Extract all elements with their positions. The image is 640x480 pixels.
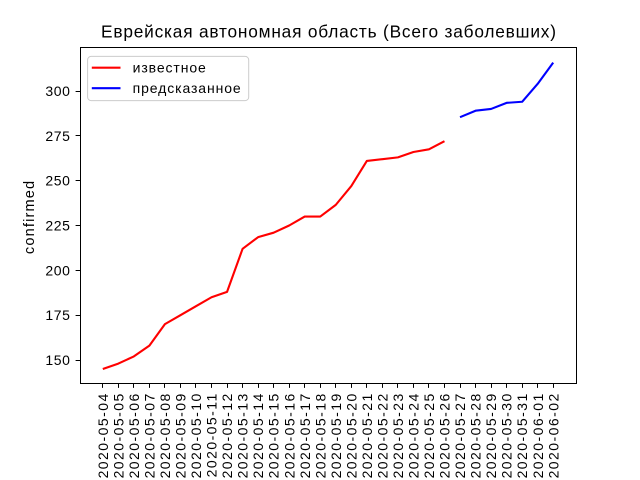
svg-text:2020-05-21: 2020-05-21 [359, 392, 375, 478]
svg-text:250: 250 [45, 173, 70, 189]
svg-text:2020-05-04: 2020-05-04 [95, 392, 111, 478]
svg-text:2020-05-30: 2020-05-30 [499, 392, 515, 478]
svg-text:2020-05-22: 2020-05-22 [374, 392, 390, 478]
svg-text:2020-06-01: 2020-06-01 [530, 392, 546, 478]
svg-text:2020-05-08: 2020-05-08 [157, 392, 173, 478]
svg-text:2020-05-23: 2020-05-23 [390, 392, 406, 478]
svg-text:2020-05-06: 2020-05-06 [126, 392, 142, 478]
svg-text:2020-05-07: 2020-05-07 [141, 392, 157, 478]
svg-text:275: 275 [45, 128, 70, 144]
svg-text:предсказанное: предсказанное [133, 80, 242, 96]
svg-text:2020-05-20: 2020-05-20 [343, 392, 359, 478]
svg-text:2020-05-15: 2020-05-15 [266, 392, 282, 478]
svg-text:2020-05-10: 2020-05-10 [188, 392, 204, 478]
svg-text:300: 300 [45, 83, 70, 99]
svg-text:2020-05-28: 2020-05-28 [468, 392, 484, 478]
svg-text:2020-05-17: 2020-05-17 [297, 392, 313, 478]
svg-text:2020-05-25: 2020-05-25 [421, 392, 437, 478]
svg-text:2020-05-14: 2020-05-14 [250, 392, 266, 478]
svg-text:2020-05-29: 2020-05-29 [483, 392, 499, 478]
svg-text:2020-05-27: 2020-05-27 [452, 392, 468, 478]
svg-text:2020-05-18: 2020-05-18 [312, 392, 328, 478]
svg-text:2020-05-11: 2020-05-11 [204, 392, 220, 477]
svg-text:известное: известное [133, 60, 207, 76]
svg-text:150: 150 [45, 352, 70, 368]
svg-text:2020-05-19: 2020-05-19 [328, 392, 344, 478]
svg-text:2020-06-02: 2020-06-02 [545, 392, 561, 478]
svg-text:175: 175 [45, 307, 70, 323]
svg-text:2020-05-12: 2020-05-12 [219, 392, 235, 478]
svg-text:2020-05-13: 2020-05-13 [235, 392, 251, 478]
svg-text:200: 200 [45, 262, 70, 278]
svg-text:2020-05-09: 2020-05-09 [173, 392, 189, 478]
svg-text:2020-05-26: 2020-05-26 [437, 392, 453, 478]
svg-text:2020-05-24: 2020-05-24 [406, 392, 422, 478]
svg-text:2020-05-16: 2020-05-16 [281, 392, 297, 478]
svg-text:2020-05-31: 2020-05-31 [514, 392, 530, 478]
svg-text:2020-05-05: 2020-05-05 [110, 392, 126, 478]
svg-text:Еврейская автономная область (: Еврейская автономная область (Всего забо… [101, 22, 557, 42]
svg-text:confirmed: confirmed [22, 180, 38, 254]
svg-text:225: 225 [45, 218, 70, 234]
